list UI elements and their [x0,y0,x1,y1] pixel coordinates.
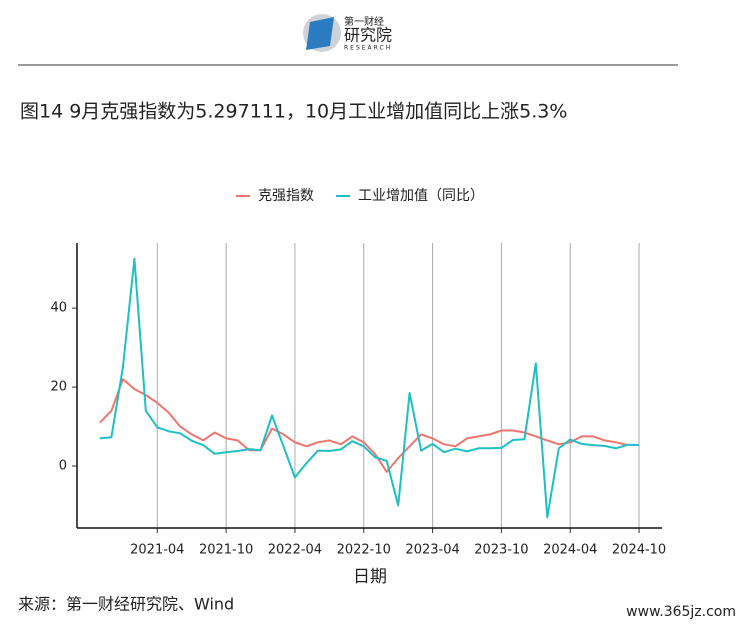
logo-book [306,17,334,50]
x-tick-label: 2023-10 [474,543,528,558]
logo: 第一财经 研究院 RESEARCH [303,14,392,52]
logo-english: RESEARCH [344,45,392,52]
watermark: www.365jz.com [626,604,736,620]
series-line [99,378,628,473]
x-tick-label: 2024-10 [612,543,666,558]
x-tick-label: 2022-04 [268,543,322,558]
legend-label: 克强指数 [258,188,314,204]
source: 来源：第一财经研究院、Wind [18,595,234,614]
logo-name: 研究院 [344,26,392,45]
y-tick-label: 0 [59,459,67,474]
logo-brand: 第一财经 [344,15,384,28]
x-tick-label: 2021-10 [199,543,253,558]
x-tick-label: 2022-10 [337,543,391,558]
series-line [99,257,640,519]
x-tick-label: 2021-04 [130,543,184,558]
x-tick-label: 2024-04 [543,543,597,558]
y-tick-label: 40 [50,301,67,316]
chart-title: 图14 9月克强指数为5.297111，10月工业增加值同比上涨5.3% [20,101,567,123]
legend-label: 工业增加值（同比） [358,188,484,204]
x-axis-label: 日期 [353,567,387,587]
x-tick-label: 2023-04 [405,543,459,558]
y-tick-label: 20 [50,380,67,395]
